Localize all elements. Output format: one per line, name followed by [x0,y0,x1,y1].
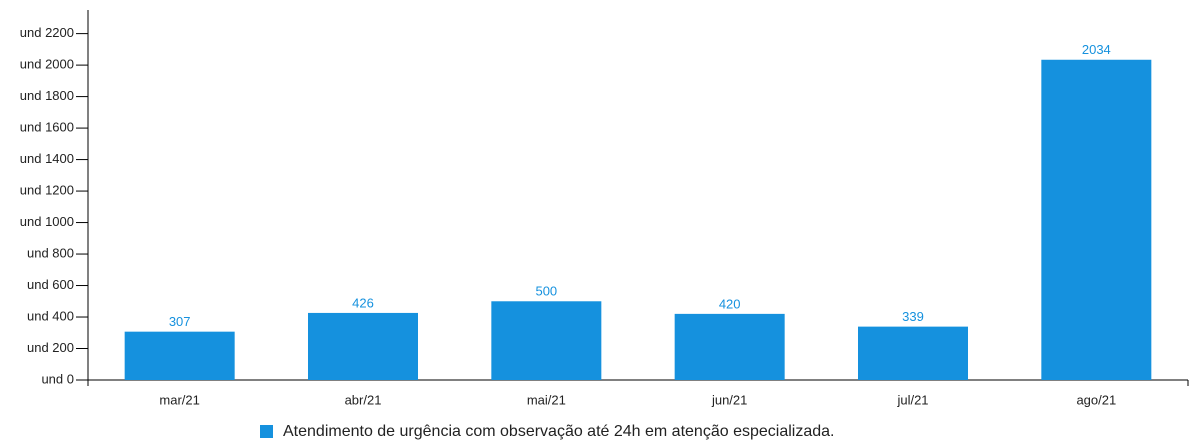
bar [1041,59,1152,380]
y-tick-label: und 1200 [20,183,74,198]
x-tick-label: mar/21 [159,392,199,407]
y-tick-label: und 200 [27,340,74,355]
value-label: 307 [169,314,191,329]
value-label: 2034 [1082,42,1111,57]
value-label: 420 [719,296,741,311]
y-tick-label: und 0 [41,371,74,386]
x-tick-label: ago/21 [1076,392,1116,407]
y-tick-label: und 1000 [20,214,74,229]
y-tick-label: und 1800 [20,88,74,103]
value-label: 500 [535,284,557,299]
y-tick-label: und 400 [27,308,74,323]
y-tick-label: und 800 [27,245,74,260]
y-tick-label: und 1400 [20,151,74,166]
legend-label: Atendimento de urgência com observação a… [283,423,834,440]
value-label: 339 [902,309,924,324]
x-tick-label: mai/21 [527,392,566,407]
y-tick-label: und 600 [27,277,74,292]
value-label: 426 [352,295,374,310]
y-tick-label: und 1600 [20,120,74,135]
x-tick-label: abr/21 [345,392,382,407]
bar [858,326,968,380]
legend-swatch [260,425,273,438]
x-tick-label: jul/21 [896,392,928,407]
y-tick-label: und 2000 [20,57,74,72]
bar [308,312,418,380]
bar [124,331,235,380]
bar [674,313,785,380]
x-tick-label: jun/21 [711,392,747,407]
bar [491,301,602,380]
y-tick-label: und 2200 [20,25,74,40]
